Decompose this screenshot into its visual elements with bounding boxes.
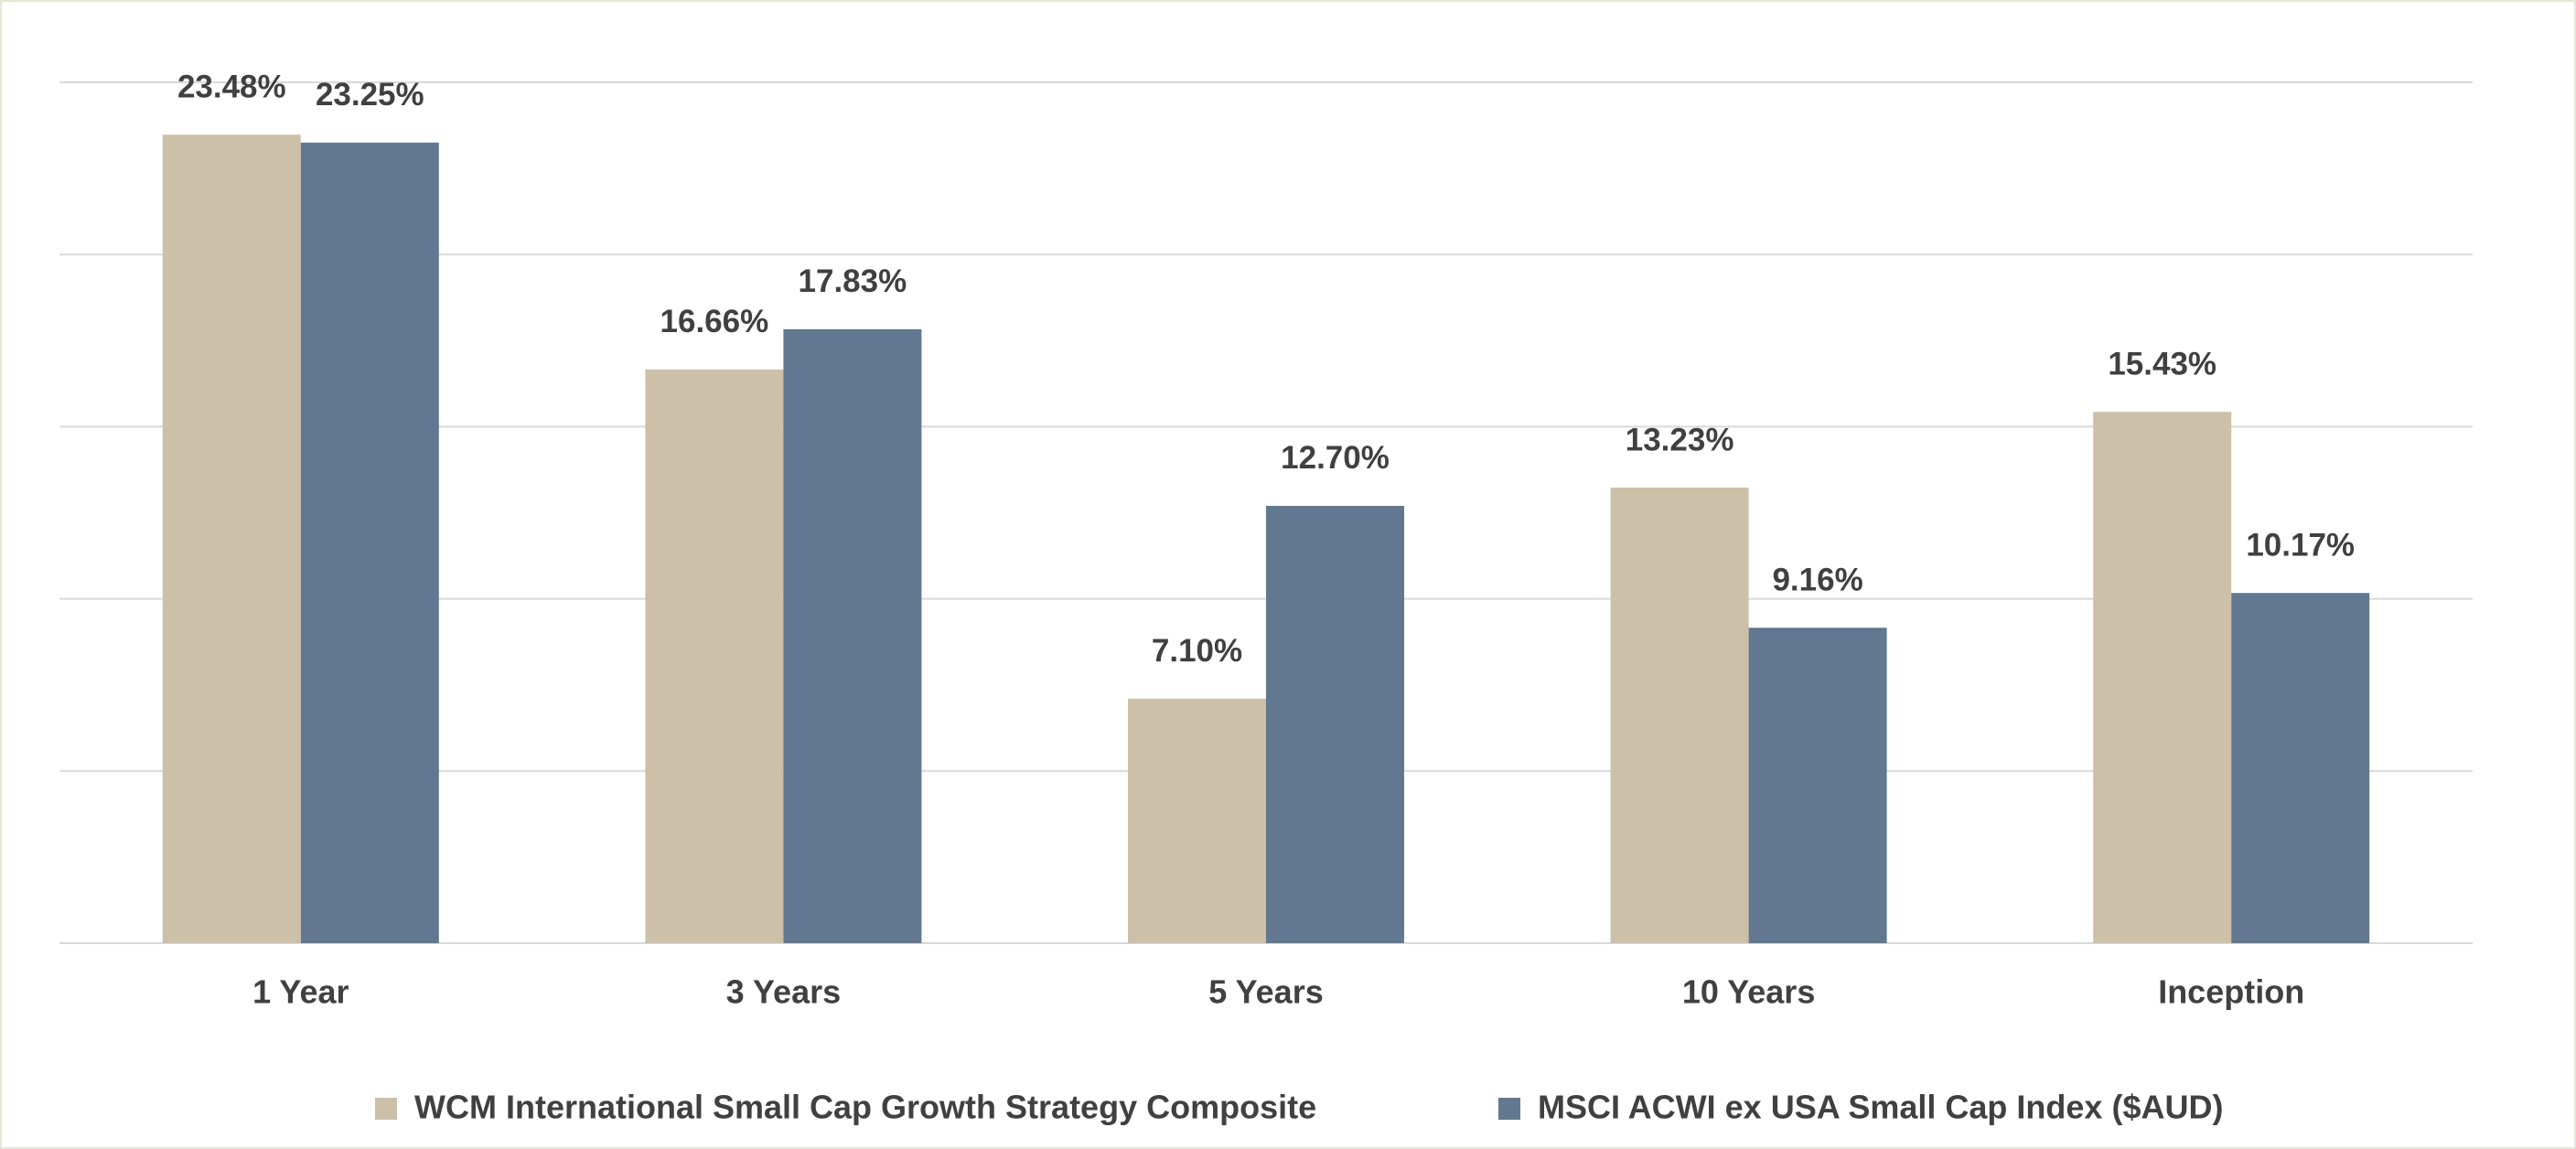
x-tick-label: Inception: [2158, 973, 2304, 1011]
bar: [2093, 412, 2232, 943]
legend-label: WCM International Small Cap Growth Strat…: [414, 1089, 1316, 1126]
legend-swatch: [1498, 1098, 1520, 1120]
x-tick-label: 1 Year: [252, 973, 349, 1011]
x-tick-label: 5 Years: [1208, 973, 1323, 1011]
value-label: 7.10%: [1152, 633, 1242, 669]
legend-label: MSCI ACWI ex USA Small Cap Index ($AUD): [1538, 1089, 2223, 1126]
value-label: 13.23%: [1626, 422, 1734, 457]
bar: [645, 369, 784, 943]
value-label: 23.48%: [177, 69, 286, 104]
x-tick-label: 10 Years: [1682, 973, 1816, 1011]
value-label: 16.66%: [660, 304, 769, 339]
bar: [1610, 488, 1749, 943]
value-label: 17.83%: [799, 263, 907, 299]
x-tick-label: 3 Years: [726, 973, 841, 1011]
legend-swatch: [375, 1098, 397, 1120]
bar: [783, 328, 922, 944]
value-label: 23.25%: [316, 77, 424, 113]
bar: [162, 134, 301, 944]
bar: [1266, 505, 1404, 943]
bar: [300, 142, 439, 943]
bar: [1128, 698, 1266, 943]
value-label: 15.43%: [2108, 346, 2216, 381]
value-label: 9.16%: [1772, 562, 1862, 597]
bar: [1748, 628, 1887, 943]
bar: [2231, 593, 2370, 943]
value-label: 10.17%: [2246, 527, 2355, 563]
value-label: 12.70%: [1281, 440, 1390, 476]
